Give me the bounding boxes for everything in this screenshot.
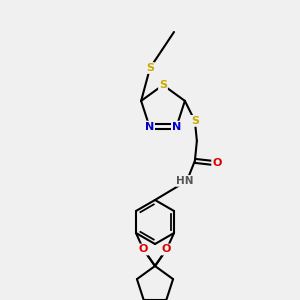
Text: S: S (159, 80, 167, 90)
Text: O: O (212, 158, 222, 168)
Text: N: N (145, 122, 154, 132)
Text: S: S (191, 116, 199, 126)
Text: N: N (172, 122, 181, 132)
Text: S: S (146, 63, 154, 73)
Text: O: O (162, 244, 171, 254)
Text: HN: HN (176, 176, 194, 186)
Text: O: O (139, 244, 148, 254)
